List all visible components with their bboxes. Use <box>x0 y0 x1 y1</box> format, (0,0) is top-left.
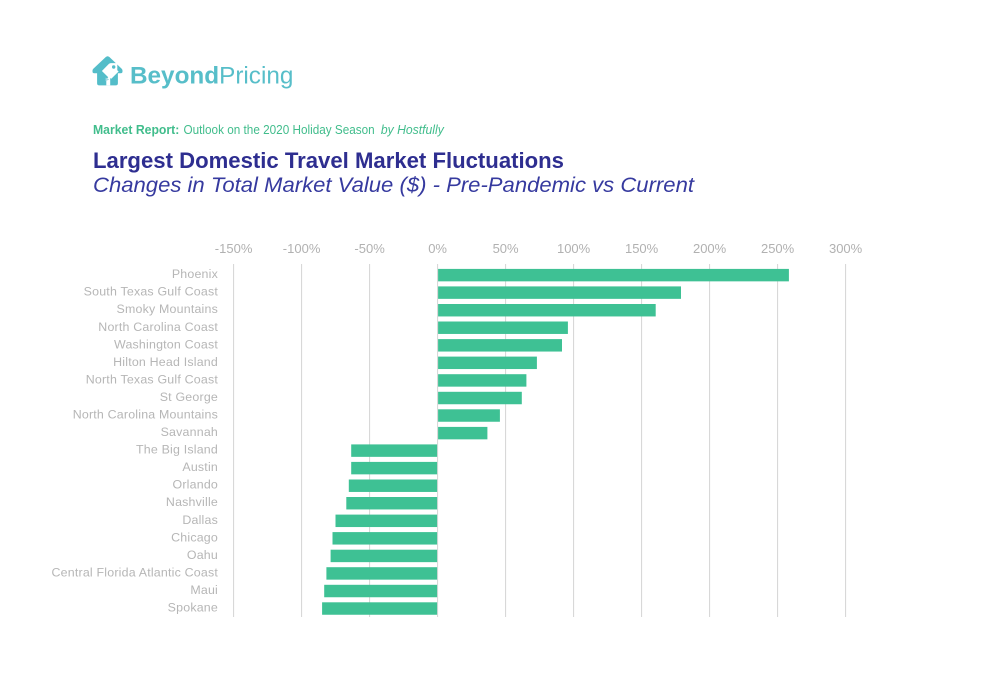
svg-text:Dallas: Dallas <box>182 513 218 527</box>
svg-text:Oahu: Oahu <box>187 548 218 562</box>
svg-text:North Carolina Coast: North Carolina Coast <box>98 320 218 334</box>
svg-text:Spokane: Spokane <box>168 601 218 615</box>
svg-text:300%: 300% <box>829 241 863 256</box>
svg-text:Orlando: Orlando <box>173 478 218 492</box>
svg-text:100%: 100% <box>557 241 591 256</box>
svg-text:by Hostfully: by Hostfully <box>381 123 445 137</box>
svg-text:BeyondPricing: BeyondPricing <box>130 63 293 90</box>
svg-text:Washington Coast: Washington Coast <box>114 337 218 351</box>
svg-text:250%: 250% <box>761 241 795 256</box>
svg-text:-50%: -50% <box>354 241 385 256</box>
svg-text:Smoky Mountains: Smoky Mountains <box>117 302 218 316</box>
svg-text:Savannah: Savannah <box>161 425 218 439</box>
svg-text:North Carolina Mountains: North Carolina Mountains <box>73 408 218 422</box>
svg-text:Chicago: Chicago <box>171 530 218 544</box>
svg-text:St George: St George <box>160 390 218 404</box>
svg-text:Hilton Head Island: Hilton Head Island <box>113 355 218 369</box>
svg-text:Market Report:: Market Report: <box>93 123 179 137</box>
svg-text:Largest Domestic Travel Market: Largest Domestic Travel Market Fluctuati… <box>93 148 564 173</box>
svg-text:50%: 50% <box>493 241 519 256</box>
svg-text:150%: 150% <box>625 241 659 256</box>
svg-text:North Texas Gulf Coast: North Texas Gulf Coast <box>86 372 219 386</box>
svg-text:The Big Island: The Big Island <box>136 443 218 457</box>
svg-text:Outlook on the 2020 Holiday Se: Outlook on the 2020 Holiday Season <box>184 123 375 137</box>
svg-text:Changes in Total Market Value: Changes in Total Market Value ($) - Pre-… <box>93 173 695 197</box>
svg-text:Phoenix: Phoenix <box>172 267 219 281</box>
svg-text:Maui: Maui <box>190 583 218 597</box>
svg-text:South Texas Gulf Coast: South Texas Gulf Coast <box>84 285 219 299</box>
svg-text:0%: 0% <box>428 241 447 256</box>
svg-text:Central Florida Atlantic Coast: Central Florida Atlantic Coast <box>52 566 219 580</box>
svg-text:Austin: Austin <box>182 460 218 474</box>
svg-text:200%: 200% <box>693 241 727 256</box>
svg-text:Nashville: Nashville <box>166 495 218 509</box>
svg-text:-150%: -150% <box>215 241 253 256</box>
svg-text:-100%: -100% <box>283 241 321 256</box>
